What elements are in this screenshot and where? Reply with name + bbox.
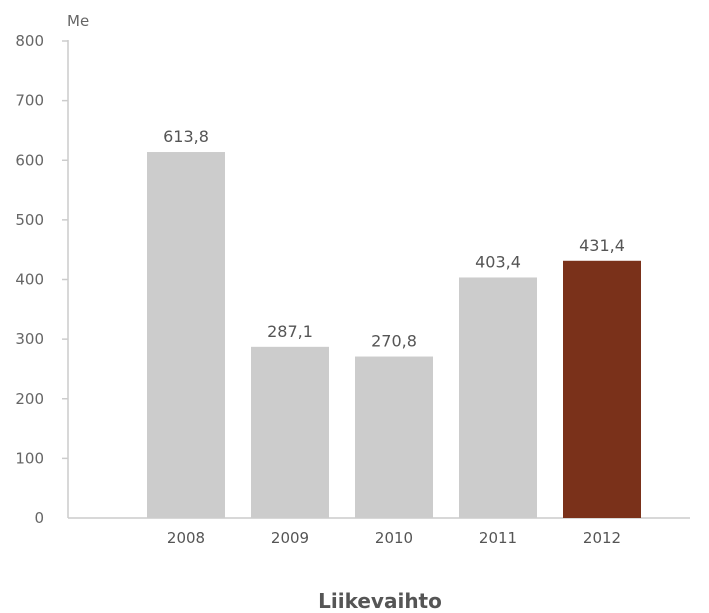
bar-2010 xyxy=(355,356,433,518)
y-tick-label: 700 xyxy=(15,92,44,110)
data-label-2012: 431,4 xyxy=(579,236,625,255)
data-label-2011: 403,4 xyxy=(475,252,521,271)
y-tick-label: 300 xyxy=(15,330,44,348)
x-tick-label-2012: 2012 xyxy=(583,529,621,547)
y-tick-label: 500 xyxy=(15,211,44,229)
bar-2012 xyxy=(563,260,641,518)
y-axis-ticks: 0 100 200 300 400 500 600 700 800 xyxy=(15,32,68,527)
data-label-2008: 613,8 xyxy=(163,127,209,146)
data-label-2010: 270,8 xyxy=(371,332,417,351)
y-tick-label: 400 xyxy=(15,271,44,289)
x-tick-label-2011: 2011 xyxy=(479,529,517,547)
x-tick-label-2010: 2010 xyxy=(375,529,413,547)
bars: 613,8 2008 287,1 2009 270,8 2010 403,4 2011 431,… xyxy=(147,127,641,547)
y-tick-label: 100 xyxy=(15,449,44,467)
x-tick-label-2008: 2008 xyxy=(167,529,205,547)
y-tick-label: 200 xyxy=(15,390,44,408)
bar-2009 xyxy=(251,346,329,518)
y-tick-label: 800 xyxy=(15,32,44,50)
y-tick-label: 0 xyxy=(34,509,44,527)
y-tick-label: 600 xyxy=(15,151,44,169)
y-axis-unit-label: Me xyxy=(67,12,89,30)
chart-title: Liikevaihto xyxy=(318,589,442,613)
bar-2011 xyxy=(459,277,537,518)
data-label-2009: 287,1 xyxy=(267,322,313,341)
bar-2008 xyxy=(147,152,225,519)
x-tick-label-2009: 2009 xyxy=(271,529,309,547)
